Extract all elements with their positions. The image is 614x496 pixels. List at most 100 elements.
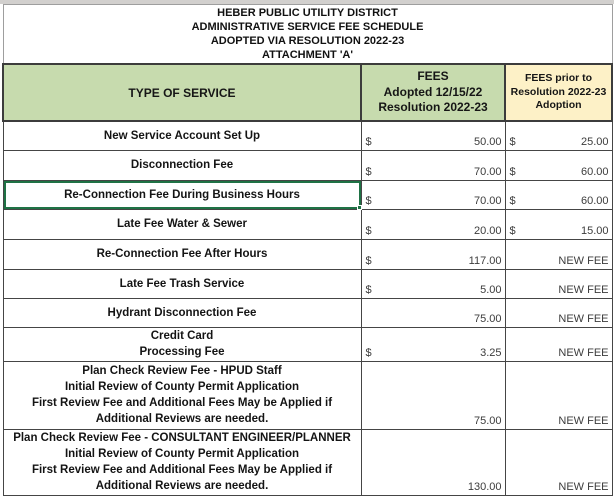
fee-prior-cell[interactable]: NEW FEE <box>504 297 613 328</box>
fee-line: $60.00 <box>506 166 612 180</box>
service-text-line: Additional Reviews are needed. <box>95 480 269 492</box>
service-text-line: Disconnection Fee <box>130 159 234 171</box>
fee-adopted-cell[interactable]: 75.00 <box>360 297 506 328</box>
title-line-attachment: ATTACHMENT 'A' <box>262 49 353 61</box>
fee-line: $60.00 <box>506 195 612 209</box>
column-header-fees-prior[interactable]: FEES prior to Resolution 2022-23 Adoptio… <box>503 63 614 122</box>
fee-line: NEW FEE <box>506 255 612 269</box>
fee-table-row: Plan Check Review Fee - HPUD Staff Initia… <box>2 360 613 430</box>
header-service-label: TYPE OF SERVICE <box>128 85 236 100</box>
service-text-line: Late Fee Water & Sewer <box>117 218 247 230</box>
fee-adopted-cell[interactable]: $3.25 <box>360 326 506 362</box>
fee-amount: NEW FEE <box>558 414 609 427</box>
fee-table-row: Credit Card Processing Fee $3.25 NEW FEE <box>2 326 613 362</box>
column-header-row: TYPE OF SERVICE FEES Adopted 12/15/22 Re… <box>2 63 614 122</box>
fee-adopted-cell[interactable]: $5.00 <box>360 268 506 299</box>
fee-adopted-cell[interactable]: $70.00 <box>360 179 506 210</box>
service-cell[interactable]: Credit Card Processing Fee <box>2 326 362 362</box>
service-text-line: First Review Fee and Additional Fees May… <box>31 464 333 476</box>
fee-amount: 5.00 <box>480 283 502 296</box>
fee-adopted-cell[interactable]: $50.00 <box>360 120 506 151</box>
fee-table-row: Re-Connection Fee During Business Hours $… <box>2 179 613 210</box>
fee-prior-cell[interactable]: $60.00 <box>504 149 613 181</box>
service-cell-selected[interactable]: Re-Connection Fee During Business Hours <box>2 179 362 210</box>
fee-amount: 75.00 <box>473 312 502 325</box>
fee-amount: NEW FEE <box>558 283 609 296</box>
fee-line: 75.00 <box>362 415 505 429</box>
service-cell[interactable]: Late Fee Trash Service <box>2 268 362 299</box>
fee-table-row: Disconnection Fee $70.00 $60.00 <box>2 149 613 181</box>
service-text-line: Initial Review of County Permit Applicat… <box>64 381 300 393</box>
fee-table-row: Re-Connection Fee After Hours $117.00 NEW … <box>2 238 613 270</box>
fee-adopted-cell[interactable]: 75.00 <box>360 360 506 430</box>
fee-prior-cell[interactable]: NEW FEE <box>504 326 613 362</box>
fee-amount: 20.00 <box>473 224 502 237</box>
currency-symbol: $ <box>365 135 372 148</box>
service-text-line: Initial Review of County Permit Applicat… <box>64 448 300 460</box>
fee-table-row: New Service Account Set Up $50.00 $25.00 <box>2 120 613 151</box>
service-cell[interactable]: Late Fee Water & Sewer <box>2 208 362 240</box>
fee-amount: 15.00 <box>580 224 609 237</box>
fee-prior-cell[interactable]: NEW FEE <box>504 238 613 270</box>
currency-symbol: $ <box>365 346 372 359</box>
fee-table-row: Late Fee Water & Sewer $20.00 $15.00 <box>2 208 613 240</box>
currency-symbol: $ <box>365 165 372 178</box>
service-cell[interactable]: Plan Check Review Fee - HPUD Staff Initia… <box>2 360 362 430</box>
fee-schedule-table: HEBER PUBLIC UTILITY DISTRICT ADMINISTRA… <box>2 4 614 496</box>
fee-line: $70.00 <box>362 166 505 180</box>
title-line-district: HEBER PUBLIC UTILITY DISTRICT <box>217 7 398 19</box>
fee-amount: 60.00 <box>580 194 609 207</box>
fee-line: $25.00 <box>506 136 612 150</box>
currency-symbol: $ <box>365 194 372 207</box>
service-cell[interactable]: Re-Connection Fee After Hours <box>2 238 362 270</box>
service-text-line: Re-Connection Fee After Hours <box>96 248 268 260</box>
fee-prior-cell[interactable]: $60.00 <box>504 179 613 210</box>
service-text-line: Late Fee Trash Service <box>119 277 245 290</box>
fee-prior-cell[interactable]: NEW FEE <box>504 268 613 299</box>
fee-table-row: Hydrant Disconnection Fee 75.00 NEW FEE <box>2 297 613 328</box>
fee-line: $117.00 <box>362 255 505 269</box>
service-cell[interactable]: Hydrant Disconnection Fee <box>2 297 362 328</box>
service-text-line: First Review Fee and Additional Fees May… <box>31 397 333 409</box>
currency-symbol: $ <box>365 283 372 296</box>
fee-amount: 60.00 <box>580 165 609 178</box>
service-cell[interactable]: New Service Account Set Up <box>2 120 362 151</box>
fee-adopted-cell[interactable]: 130.00 <box>360 428 506 496</box>
fee-amount: 50.00 <box>473 135 502 148</box>
service-text-line: Plan Check Review Fee - HPUD Staff <box>82 365 282 377</box>
currency-symbol: $ <box>509 165 516 178</box>
fee-prior-cell[interactable]: $15.00 <box>504 208 613 240</box>
currency-symbol: $ <box>509 194 516 207</box>
fee-amount: 75.00 <box>473 414 502 427</box>
title-line-schedule: ADMINISTRATIVE SERVICE FEE SCHEDULE <box>191 21 424 33</box>
fee-amount: NEW FEE <box>558 480 609 493</box>
fee-line: $20.00 <box>362 225 505 239</box>
service-cell[interactable]: Plan Check Review Fee - CONSULTANT ENGIN… <box>2 428 362 496</box>
fee-line: 130.00 <box>362 481 505 495</box>
fee-adopted-cell[interactable]: $20.00 <box>360 208 506 240</box>
fee-table-row: Plan Check Review Fee - CONSULTANT ENGIN… <box>2 428 613 496</box>
column-header-type-of-service[interactable]: TYPE OF SERVICE <box>2 63 362 122</box>
fee-amount: 117.00 <box>468 254 502 267</box>
fee-prior-cell[interactable]: NEW FEE <box>504 428 613 496</box>
fee-prior-cell[interactable]: NEW FEE <box>504 360 613 430</box>
header-prior-line: FEES prior to <box>524 72 593 85</box>
fee-amount: NEW FEE <box>558 346 609 359</box>
fee-adopted-cell[interactable]: $117.00 <box>360 238 506 270</box>
fee-line: $50.00 <box>362 136 505 150</box>
service-text-line: Plan Check Review Fee - CONSULTANT ENGIN… <box>13 432 351 444</box>
fee-prior-cell[interactable]: $25.00 <box>504 120 613 151</box>
fee-line: NEW FEE <box>506 313 612 327</box>
fee-line: NEW FEE <box>506 415 612 429</box>
header-prior-line: Adoption <box>535 99 582 112</box>
header-fees-line: Adopted 12/15/22 <box>383 84 483 99</box>
service-text-line: Processing Fee <box>139 346 225 358</box>
fee-amount: 70.00 <box>473 165 502 178</box>
document-title-cell[interactable]: HEBER PUBLIC UTILITY DISTRICT ADMINISTRA… <box>2 4 613 64</box>
column-header-fees-adopted[interactable]: FEES Adopted 12/15/22 Resolution 2022-23 <box>360 63 506 122</box>
fee-adopted-cell[interactable]: $70.00 <box>360 149 506 181</box>
service-cell[interactable]: Disconnection Fee <box>2 149 362 181</box>
header-prior-line: Resolution 2022-23 <box>510 85 607 98</box>
service-text-line: Hydrant Disconnection Fee <box>107 306 257 319</box>
header-fees-line: FEES <box>417 69 449 84</box>
